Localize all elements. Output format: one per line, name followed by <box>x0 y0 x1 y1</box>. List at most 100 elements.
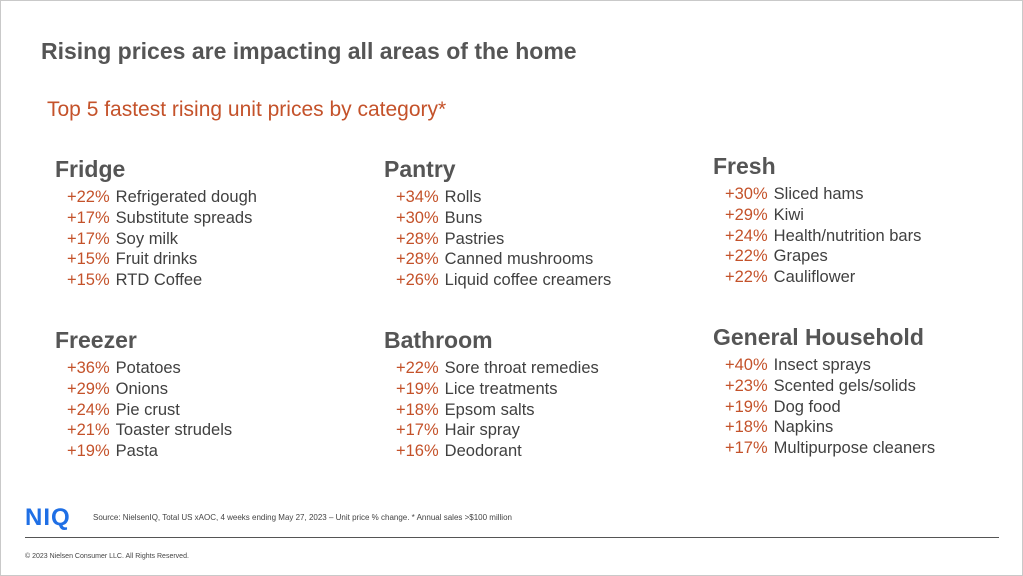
percent-change: +19% <box>725 397 768 416</box>
percent-change: +15% <box>67 250 110 269</box>
category-title: General Household <box>713 324 924 350</box>
item-label: Pasta <box>115 442 158 461</box>
list-item: +21% Toaster strudels <box>67 420 355 441</box>
item-label: Sliced hams <box>773 185 864 203</box>
percent-change: +18% <box>725 418 768 437</box>
category-title: Freezer <box>55 327 137 353</box>
item-label: Health/nutrition bars <box>773 226 922 245</box>
item-label: Grapes <box>773 247 828 266</box>
list-item: +15% RTD Coffee <box>67 270 355 291</box>
list-item: +30% Sliced hams <box>725 184 1013 205</box>
list-item: +30% Buns <box>396 208 684 229</box>
list-item: +18% Epsom salts <box>396 400 684 421</box>
percent-change: +15% <box>67 271 110 290</box>
item-list: +36% Potatoes +29% Onions +24% Pie crust +2… <box>55 358 355 462</box>
percent-change: +22% <box>396 359 439 377</box>
list-item: +19% Lice treatments <box>396 379 684 400</box>
item-list: +30% Sliced hams +29% Kiwi +24% Health/nutr… <box>713 184 1013 288</box>
percent-change: +23% <box>725 376 768 395</box>
item-label: Insect sprays <box>773 356 871 374</box>
list-item: +16% Deodorant <box>396 441 684 462</box>
list-item: +19% Dog food <box>725 397 1013 418</box>
percent-change: +24% <box>67 400 110 419</box>
item-label: Hair spray <box>444 421 520 440</box>
item-list: +22% Refrigerated dough +17% Substitute sp… <box>55 187 355 291</box>
percent-change: +17% <box>396 421 439 440</box>
item-label: Deodorant <box>444 442 522 461</box>
percent-change: +22% <box>725 247 768 266</box>
item-label: Buns <box>444 208 483 227</box>
item-label: Onions <box>115 379 168 398</box>
footer-divider <box>25 537 999 538</box>
percent-change: +30% <box>396 208 439 227</box>
item-label: Napkins <box>773 418 834 437</box>
category-title: Fresh <box>713 153 776 179</box>
copyright-text: © 2023 Nielsen Consumer LLC. All Rights … <box>25 553 189 560</box>
list-item: +22% Cauliflower <box>725 267 1013 288</box>
percent-change: +21% <box>67 421 110 440</box>
percent-change: +18% <box>396 400 439 419</box>
list-item: +28% Canned mushrooms <box>396 249 684 270</box>
list-item: +19% Pasta <box>67 441 355 462</box>
slide-title: Rising prices are impacting all areas of… <box>41 38 577 64</box>
item-list: +34% Rolls +30% Buns +28% Pastries +28% Cann… <box>384 187 684 291</box>
percent-change: +28% <box>396 229 439 248</box>
item-label: Multipurpose cleaners <box>773 439 936 458</box>
category-title: Bathroom <box>384 327 493 353</box>
item-label: Dog food <box>773 397 841 416</box>
item-label: Pie crust <box>115 400 180 419</box>
list-item: +23% Scented gels/solids <box>725 376 1013 397</box>
list-item: +17% Soy milk <box>67 229 355 250</box>
percent-change: +22% <box>725 268 768 287</box>
percent-change: +30% <box>725 185 768 203</box>
percent-change: +24% <box>725 226 768 245</box>
list-item: +29% Kiwi <box>725 205 1013 226</box>
percent-change: +17% <box>67 229 110 248</box>
percent-change: +29% <box>725 205 768 224</box>
item-label: Substitute spreads <box>115 208 253 227</box>
list-item: +26% Liquid coffee creamers <box>396 270 684 291</box>
list-item: +17% Hair spray <box>396 420 684 441</box>
list-item: +24% Health/nutrition bars <box>725 226 1013 247</box>
list-item: +17% Multipurpose cleaners <box>725 438 1013 459</box>
percent-change: +16% <box>396 442 439 461</box>
list-item: +15% Fruit drinks <box>67 249 355 270</box>
list-item: +18% Napkins <box>725 417 1013 438</box>
item-label: Lice treatments <box>444 379 558 398</box>
niq-logo: NIQ <box>25 504 71 531</box>
percent-change: +28% <box>396 250 439 269</box>
list-item: +24% Pie crust <box>67 400 355 421</box>
category-freezer: Freezer +36% Potatoes +29% Onions +24% Pie … <box>55 326 355 462</box>
item-label: Kiwi <box>773 205 804 224</box>
list-item: +36% Potatoes <box>67 358 355 379</box>
list-item: +22% Sore throat remedies <box>396 358 684 379</box>
percent-change: +29% <box>67 379 110 398</box>
category-bathroom: Bathroom +22% Sore throat remedies +19% Li… <box>384 326 684 462</box>
source-note: Source: NielsenIQ, Total US xAOC, 4 week… <box>93 513 512 522</box>
item-label: Cauliflower <box>773 268 856 287</box>
list-item: +40% Insect sprays <box>725 355 1013 376</box>
percent-change: +34% <box>396 188 439 206</box>
item-label: Liquid coffee creamers <box>444 271 612 290</box>
item-label: RTD Coffee <box>115 271 203 290</box>
percent-change: +19% <box>396 379 439 398</box>
category-title: Fridge <box>55 156 126 182</box>
list-item: +22% Grapes <box>725 246 1013 267</box>
list-item: +28% Pastries <box>396 229 684 250</box>
list-item: +22% Refrigerated dough <box>67 187 355 208</box>
category-general-household: General Household +40% Insect sprays +23%… <box>713 323 1013 459</box>
item-label: Potatoes <box>115 359 181 377</box>
category-fresh: Fresh +30% Sliced hams +29% Kiwi +24% Healt… <box>713 152 1013 288</box>
category-fridge: Fridge +22% Refrigerated dough +17% Substi… <box>55 155 355 291</box>
item-label: Fruit drinks <box>115 250 198 269</box>
item-label: Sore throat remedies <box>444 359 599 377</box>
item-label: Pastries <box>444 229 505 248</box>
category-title: Pantry <box>384 156 456 182</box>
item-label: Toaster strudels <box>115 421 233 440</box>
percent-change: +40% <box>725 356 768 374</box>
item-list: +40% Insect sprays +23% Scented gels/solid… <box>713 355 1013 459</box>
percent-change: +22% <box>67 188 110 206</box>
list-item: +17% Substitute spreads <box>67 208 355 229</box>
category-pantry: Pantry +34% Rolls +30% Buns +28% Pastries +… <box>384 155 684 291</box>
